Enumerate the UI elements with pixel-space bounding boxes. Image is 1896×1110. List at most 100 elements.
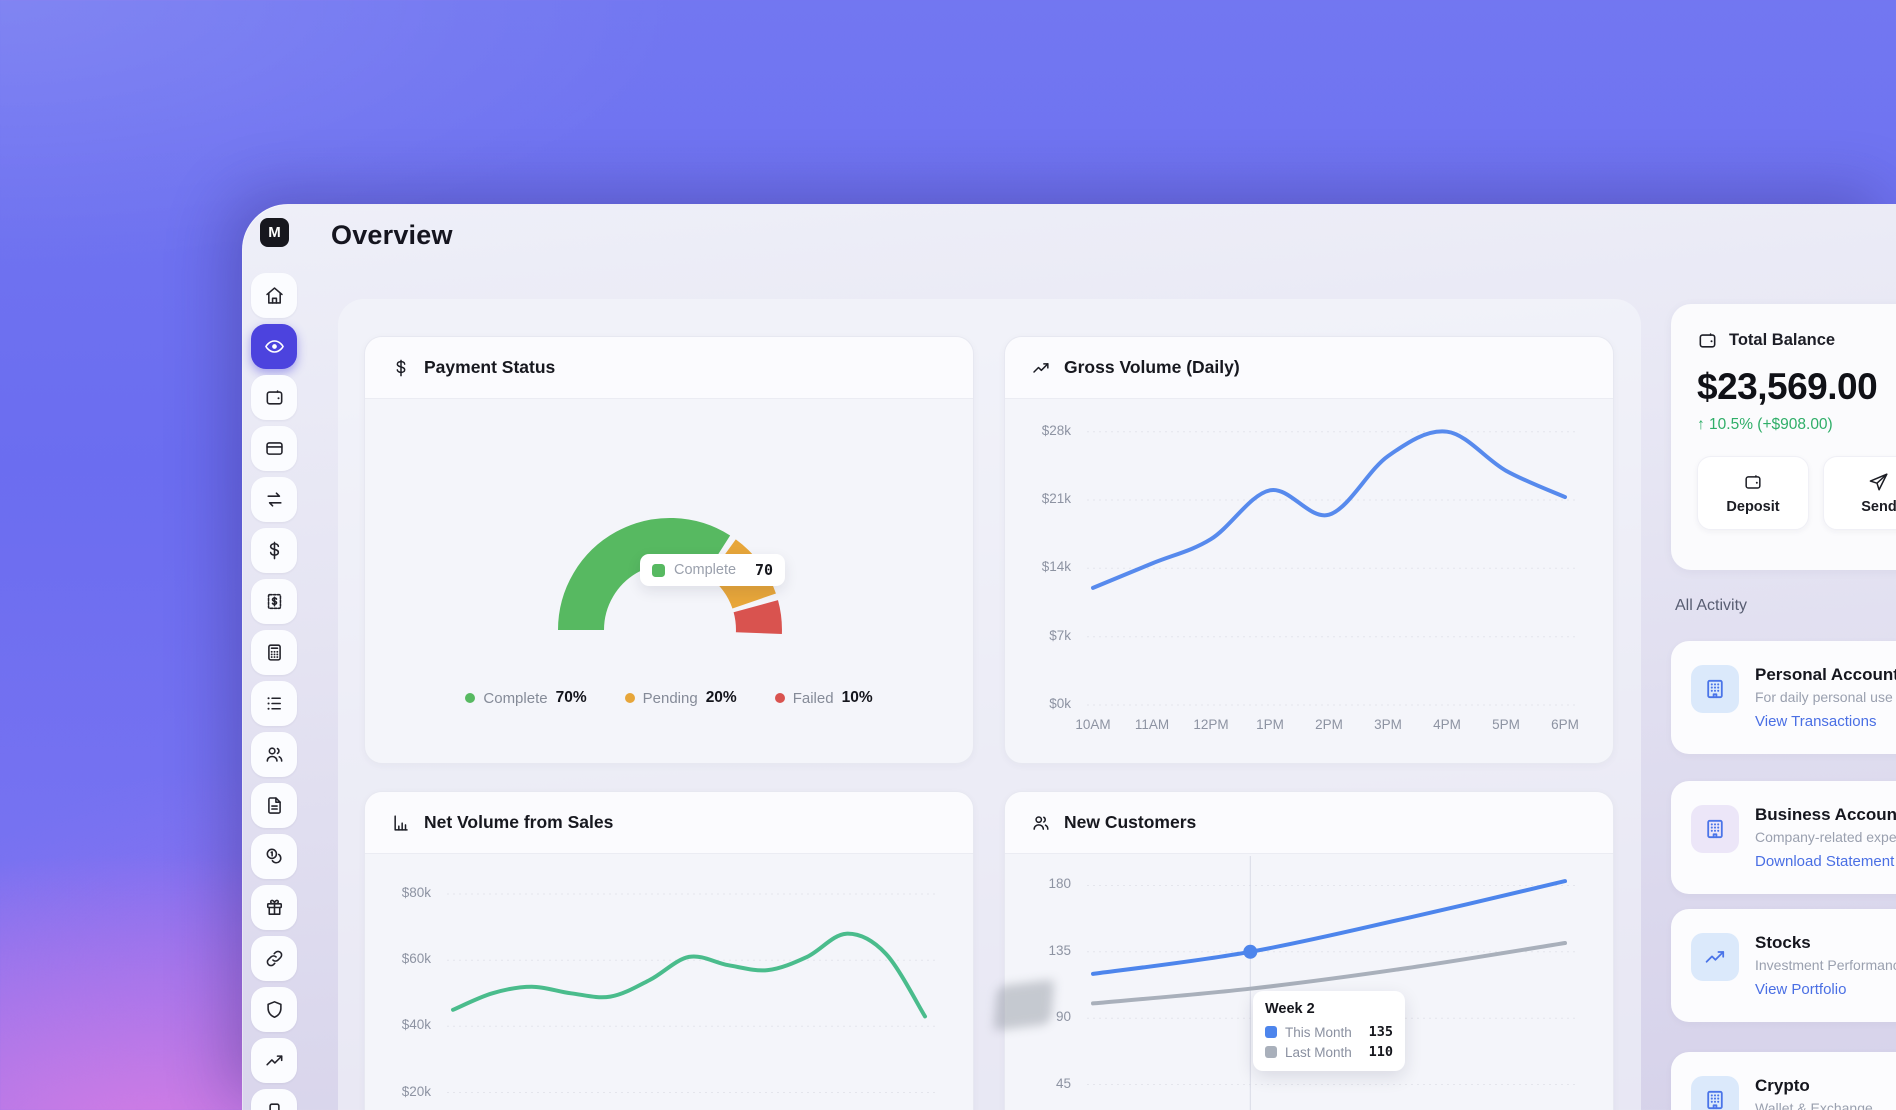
plot-area: [1087, 856, 1577, 1110]
new-customers-header: New Customers: [1005, 792, 1613, 854]
receipt-icon: [264, 591, 285, 612]
sidebar-item-cards[interactable]: [251, 426, 297, 471]
coins-icon: [264, 846, 285, 867]
legend-item: Failed 10%: [774, 689, 873, 707]
x-axis-label: 11AM: [1134, 717, 1170, 732]
payment-status-header: Payment Status: [365, 337, 973, 399]
tooltip-title: Week 2: [1265, 1001, 1315, 1017]
tooltip-row: Last Month 110: [1265, 1044, 1393, 1060]
legend-value: 70%: [555, 689, 587, 706]
activity-card-personal-account[interactable]: Personal Account For daily personal use Vi…: [1671, 641, 1896, 754]
trending-up-icon: [1031, 358, 1051, 378]
activity-card-crypto[interactable]: Crypto Wallet & Exchange: [1671, 1052, 1896, 1110]
activity-subtitle: For daily personal use: [1755, 689, 1893, 705]
send-icon: [1869, 472, 1889, 492]
legend-item: Complete 70%: [465, 689, 587, 707]
bar-chart-icon: [391, 813, 411, 833]
tooltip-series-value: 110: [1368, 1044, 1393, 1060]
sidebar-item-customers[interactable]: [251, 732, 297, 777]
activity-subtitle: Wallet & Exchange: [1755, 1100, 1873, 1110]
legend-value: 20%: [705, 689, 737, 706]
credit-card-icon: [264, 438, 285, 459]
tooltip-series-label: This Month: [1285, 1024, 1352, 1040]
link-icon: [264, 948, 285, 969]
activity-link[interactable]: View Portfolio: [1755, 981, 1847, 998]
building-icon: [1703, 817, 1727, 841]
sidebar-item-overview[interactable]: [251, 324, 297, 369]
activity-card-business-account[interactable]: Business Account Company-related expenses…: [1671, 781, 1896, 894]
series-swatch: [1265, 1026, 1277, 1038]
sidebar-item-transfers[interactable]: [251, 477, 297, 522]
sidebar-item-calculator[interactable]: [251, 630, 297, 675]
transfer-icon: [264, 489, 285, 510]
balance-header: Total Balance: [1697, 330, 1896, 351]
gross-volume-body: $28k $21k $14k $7k $0k 10AM 11AM 12PM 1PM 2PM 3PM 4…: [1005, 399, 1613, 763]
gross-volume-header: Gross Volume (Daily): [1005, 337, 1613, 399]
device-icon: [264, 1101, 285, 1110]
dollar-icon: [264, 540, 285, 561]
y-axis-label: $7k: [1049, 628, 1071, 643]
blurred-artifact: [993, 979, 1055, 1031]
new-customers-chart[interactable]: 180 135 90 45: [1027, 856, 1589, 1110]
dashboard-panel: M Overview Payment Status Complete 70 Co…: [242, 204, 1896, 1110]
y-axis-label: 180: [1048, 876, 1071, 891]
net-volume-chart[interactable]: $80k $60k $40k $20k: [387, 856, 949, 1110]
activity-card-stocks[interactable]: Stocks Investment Performance View Portfol…: [1671, 909, 1896, 1022]
tooltip-series-label: Last Month: [1285, 1044, 1352, 1060]
payment-status-gauge[interactable]: [510, 450, 830, 635]
page-title: Overview: [331, 220, 453, 250]
plot-area: [447, 893, 937, 1093]
data-point-marker: [1243, 944, 1258, 959]
balance-actions: Deposit Send: [1697, 456, 1896, 530]
sidebar-item-coins[interactable]: [251, 834, 297, 879]
total-balance-card: Total Balance $23,569.00 ↑ 10.5% (+$908.…: [1671, 304, 1896, 570]
sidebar-item-payments[interactable]: [251, 528, 297, 573]
gift-icon: [264, 897, 285, 918]
sidebar-item-rewards[interactable]: [251, 885, 297, 930]
activity-link[interactable]: Download Statement: [1755, 853, 1895, 870]
activity-content: Crypto Wallet & Exchange: [1755, 1076, 1873, 1110]
legend-value: 10%: [841, 689, 873, 706]
sidebar-item-documents[interactable]: [251, 783, 297, 828]
sidebar-item-home[interactable]: [251, 273, 297, 318]
y-axis-label: 45: [1055, 1076, 1071, 1091]
payment-status-body: Complete 70 Complete 70% Pending 20% Failed 1…: [365, 399, 973, 763]
activity-subtitle: Investment Performance: [1755, 957, 1896, 973]
sidebar-item-security[interactable]: [251, 987, 297, 1032]
y-axis-label: $0k: [1049, 696, 1071, 711]
sidebar-item-transactions[interactable]: [251, 681, 297, 726]
card-title: Net Volume from Sales: [424, 812, 614, 832]
charts-container: Payment Status Complete 70 Complete 70% Pe…: [338, 299, 1641, 1110]
activity-title: Personal Account: [1755, 665, 1896, 684]
users-icon: [264, 744, 285, 765]
gross-volume-chart[interactable]: $28k $21k $14k $7k $0k 10AM 11AM 12PM 1PM 2PM 3PM 4…: [1027, 419, 1589, 749]
deposit-button[interactable]: Deposit: [1697, 456, 1809, 530]
sidebar-item-devices[interactable]: [251, 1089, 297, 1110]
x-axis-label: 10AM: [1075, 717, 1111, 732]
activity-link[interactable]: View Transactions: [1755, 713, 1877, 730]
y-axis-label: 90: [1055, 1009, 1071, 1024]
activity-content: Stocks Investment Performance View Portfol…: [1755, 933, 1896, 998]
y-axis-label: $20k: [401, 1084, 431, 1099]
sidebar-item-invoices[interactable]: [251, 579, 297, 624]
file-icon: [264, 795, 285, 816]
eye-icon: [264, 336, 285, 357]
users-icon: [1031, 813, 1051, 833]
sidebar-item-links[interactable]: [251, 936, 297, 981]
net-volume-header: Net Volume from Sales: [365, 792, 973, 854]
y-axis-label: $40k: [401, 1017, 431, 1032]
y-axis-label: $14k: [1041, 559, 1071, 574]
x-axis-label: 12PM: [1193, 717, 1229, 732]
y-axis-label: $60k: [401, 951, 431, 966]
tooltip-row: This Month 135: [1265, 1024, 1393, 1040]
activity-title: Stocks: [1755, 933, 1811, 952]
series-this-month: [1091, 879, 1567, 976]
payment-status-legend: Complete 70% Pending 20% Failed 10%: [365, 689, 973, 707]
activity-icon-tile: [1691, 805, 1739, 853]
sidebar-item-wallet[interactable]: [251, 375, 297, 420]
x-axis-label: 4PM: [1433, 717, 1461, 732]
sidebar-item-analytics[interactable]: [251, 1038, 297, 1083]
send-button[interactable]: Send: [1823, 456, 1896, 530]
gauge-tooltip: Complete 70: [640, 554, 785, 586]
trending-up-icon: [1703, 945, 1727, 969]
